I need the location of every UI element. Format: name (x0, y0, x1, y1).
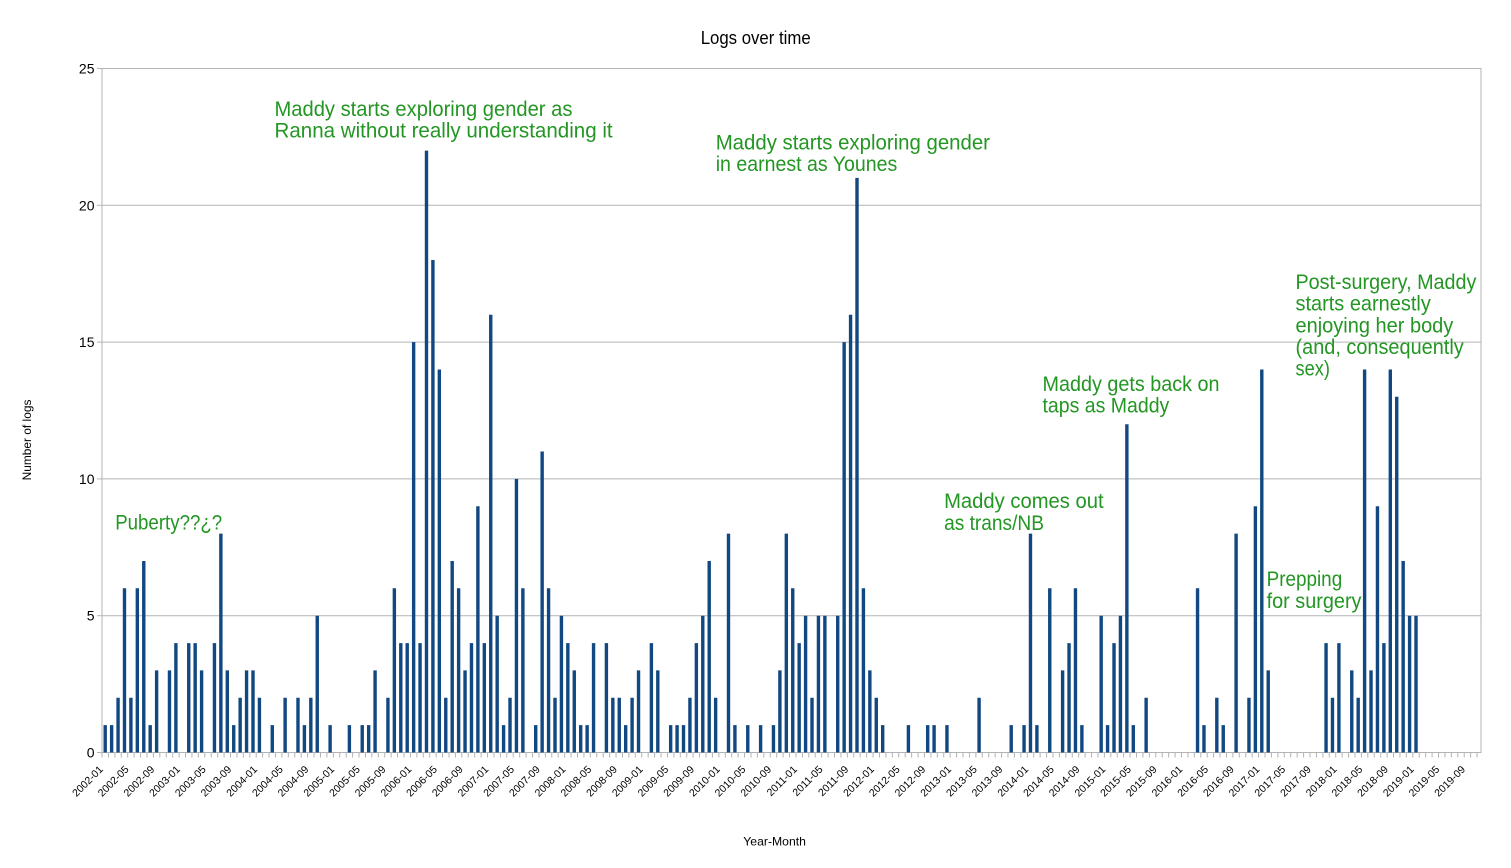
svg-text:10: 10 (79, 471, 95, 487)
svg-text:taps as Maddy: taps as Maddy (1043, 395, 1170, 418)
svg-text:as trans/NB: as trans/NB (944, 512, 1044, 535)
svg-text:Prepping: Prepping (1267, 568, 1343, 591)
svg-text:Maddy starts exploring gender: Maddy starts exploring gender (716, 131, 990, 154)
svg-text:starts earnestly: starts earnestly (1296, 293, 1432, 316)
svg-text:Post-surgery, Maddy: Post-surgery, Maddy (1296, 271, 1477, 294)
svg-text:5: 5 (87, 608, 95, 624)
svg-text:Maddy starts exploring gender: Maddy starts exploring gender as (275, 98, 573, 121)
svg-text:sex): sex) (1296, 358, 1330, 381)
svg-text:20: 20 (79, 197, 95, 213)
svg-text:15: 15 (79, 334, 95, 350)
svg-text:for surgery: for surgery (1267, 590, 1362, 613)
svg-text:25: 25 (79, 61, 95, 77)
svg-text:Logs over time: Logs over time (701, 28, 811, 48)
svg-text:Maddy comes out: Maddy comes out (944, 490, 1104, 513)
svg-text:in earnest as Younes: in earnest as Younes (716, 153, 898, 176)
svg-text:Year-Month: Year-Month (743, 835, 806, 849)
svg-text:enjoying her body: enjoying her body (1296, 314, 1454, 337)
svg-text:0: 0 (87, 745, 95, 761)
svg-text:Maddy gets back on: Maddy gets back on (1043, 373, 1220, 396)
svg-text:(and, consequently: (and, consequently (1296, 336, 1465, 359)
svg-text:Puberty??¿?: Puberty??¿? (115, 511, 222, 534)
svg-text:Number of logs: Number of logs (20, 400, 34, 481)
svg-text:Ranna without really understan: Ranna without really understanding it (275, 120, 613, 143)
